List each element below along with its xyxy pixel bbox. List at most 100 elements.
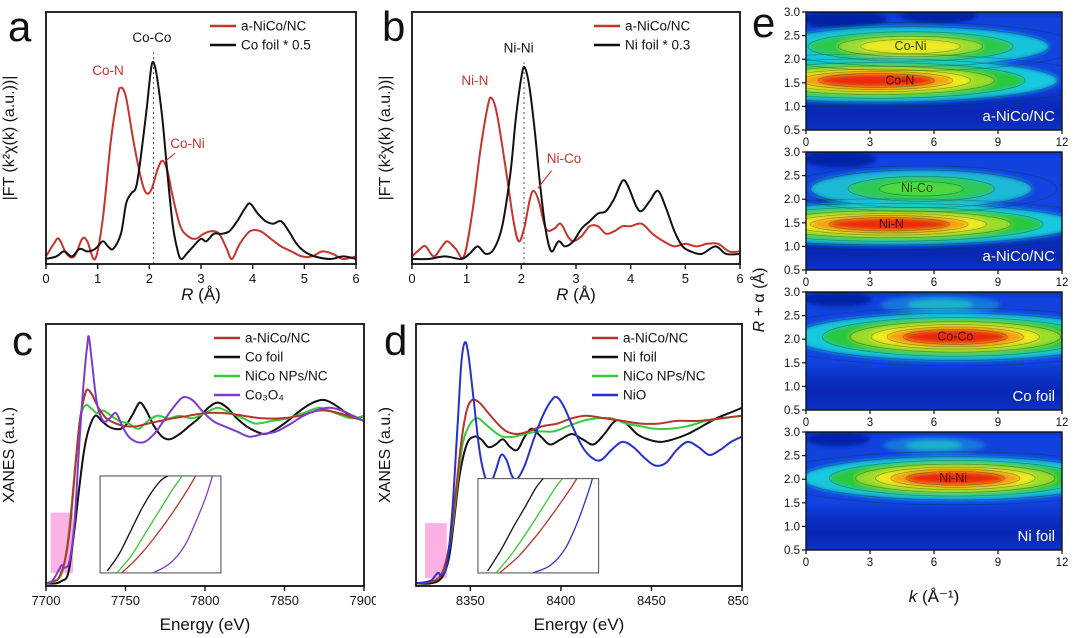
- inset-series-nico-nps-nc: [116, 475, 183, 573]
- series-co-foil-0-5: [46, 60, 356, 261]
- series-group: [412, 66, 740, 261]
- series-a-nico-nc: [416, 398, 742, 585]
- map-y-tick-label: 1.5: [784, 358, 800, 370]
- map-x-tick-label: 0: [803, 137, 809, 149]
- map-y-tick-label: 2.5: [784, 171, 800, 183]
- map-y-tick-label: 2.5: [784, 31, 800, 43]
- map-y-tick-label: 2.0: [784, 54, 800, 66]
- map-x-tick-label: 3: [867, 417, 873, 429]
- wavelet-map-0: Co-Ni Co-N a-NiCo/NC: [806, 12, 1062, 130]
- map-y-tick-label: 3.0: [784, 287, 800, 299]
- map-sample-label: Ni foil: [1017, 528, 1055, 545]
- blob-fills: [806, 432, 1062, 500]
- legend-label: a-NiCo/NC: [623, 331, 689, 346]
- chart-e-svg: Co-Ni Co-N a-NiCo/NC 0 3 6 9 12 3.0 2.5 2.0 1.5 1.0 0…: [749, 7, 1068, 606]
- series-co-foil: [46, 398, 364, 585]
- peak-annotation: Co-Ni: [170, 136, 205, 151]
- x-tick-label: 1: [463, 271, 470, 286]
- x-tick-label: 7750: [111, 593, 140, 608]
- inset-series-ni-foil: [487, 478, 544, 572]
- blob-fills: [806, 12, 1058, 103]
- legend-label: Co₃O₄: [245, 388, 284, 403]
- peak-annotation: Ni-Ni: [504, 40, 534, 55]
- wavelet-map-2: Co-Co Co foil: [806, 292, 1062, 410]
- x-axis-label: R (Å): [181, 285, 221, 304]
- chart-a-exafs-co: 0 1 2 3 4 5 6 R (Å) |FT (k²χ(k) (a.u.))| a-NiCo/N…: [0, 0, 376, 308]
- inset-series-a-nico-nc: [121, 475, 197, 573]
- x-tick-label: 5: [682, 271, 689, 286]
- inset-series-a-nico-nc: [499, 478, 578, 573]
- x-tick-label: 3: [197, 271, 204, 286]
- map-y-tick-label: 0.5: [784, 545, 800, 557]
- panel-letter-a: a: [8, 3, 32, 50]
- chart-b-exafs-ni: 0 1 2 3 4 5 6 R (Å) |FT (k²χ(k) (a.u.))| a-NiCo/N…: [376, 0, 748, 308]
- map-x-tick-label: 3: [867, 557, 873, 569]
- annotation-leader: [165, 152, 176, 162]
- y-axis-label: |FT (k²χ(k) (a.u.))|: [1, 76, 18, 201]
- map-y-tick-label: 3.0: [784, 147, 800, 159]
- map-x-tick-label: 9: [995, 417, 1001, 429]
- legend-label: Co foil * 0.5: [241, 38, 311, 53]
- map-y-tick-label: 2.0: [784, 334, 800, 346]
- x-tick-label: 2: [518, 271, 525, 286]
- blob-label: Ni-Co: [901, 181, 933, 195]
- x-tick-label: 6: [352, 271, 359, 286]
- series-group: [416, 341, 742, 585]
- series-group: [46, 60, 356, 261]
- inset-series-co-foil: [106, 475, 169, 572]
- contour-lines: [806, 21, 1062, 108]
- inset-box: [477, 477, 600, 574]
- chart-d-xanes-ni: 8350 8400 8450 8500 Energy (eV) XANES (a.u.) a…: [376, 310, 756, 638]
- map-y-tick-label: 0.5: [784, 125, 800, 137]
- legend-label: Ni foil * 0.3: [625, 38, 690, 53]
- map-y-tick-label: 2.5: [784, 451, 800, 463]
- map-x-tick-label: 0: [803, 277, 809, 289]
- map-sample-label: a-NiCo/NC: [982, 248, 1055, 265]
- x-axis-label: Energy (eV): [160, 615, 251, 634]
- blob-fills: [806, 292, 1062, 361]
- x-tick-label: 1: [94, 271, 101, 286]
- chart-d-svg: 8350 8400 8450 8500 Energy (eV) XANES (a.u.) a…: [377, 323, 756, 634]
- map-y-tick-label: 1.5: [784, 78, 800, 90]
- panel-letter-e: e: [752, 0, 776, 46]
- x-tick-label: 7700: [32, 593, 61, 608]
- legend-label: a-NiCo/NC: [241, 19, 307, 34]
- series-co-o-: [46, 335, 364, 585]
- contour-lines: [806, 165, 1062, 250]
- contour-lines: [806, 307, 1062, 366]
- map-y-tick-label: 0.5: [784, 405, 800, 417]
- chart-c-xanes-co: 7700 7750 7800 7850 7900 Energy (eV) XANES (a.…: [0, 310, 378, 638]
- peak-annotation: Ni-Co: [547, 151, 582, 166]
- x-axis-label: Energy (eV): [534, 615, 625, 634]
- maps-x-axis-label: k (Å⁻¹): [909, 587, 960, 606]
- panel-letter-b: b: [382, 3, 406, 50]
- inset-series-nico-nps-nc: [495, 478, 563, 573]
- chart-c-svg: 7700 7750 7800 7850 7900 Energy (eV) XANES (a.…: [1, 323, 378, 634]
- y-axis-label: XANES (a.u.): [1, 407, 18, 503]
- legend-label: NiCo NPs/NC: [245, 369, 328, 384]
- map-x-tick-label: 6: [931, 557, 937, 569]
- series-a-nico-nc: [412, 96, 740, 260]
- x-tick-label: 0: [42, 271, 49, 286]
- series-group: [46, 335, 364, 585]
- map-y-tick-label: 3.0: [784, 7, 800, 19]
- blob-label: Co-Ni: [895, 39, 927, 53]
- contour-lines: [806, 451, 1062, 506]
- x-tick-label: 4: [627, 271, 634, 286]
- wavelet-map-3: Ni-Ni Ni foil: [806, 432, 1062, 550]
- x-tick-label: 6: [736, 271, 743, 286]
- legend-label: NiCo NPs/NC: [623, 369, 706, 384]
- series-ni-foil: [416, 406, 742, 585]
- legend-label: Co foil: [245, 350, 283, 365]
- inset-series-group: [487, 478, 594, 573]
- map-x-tick-label: 0: [803, 557, 809, 569]
- map-y-tick-label: 2.0: [784, 474, 800, 486]
- peak-annotation: Co-Co: [132, 30, 171, 45]
- map-y-tick-label: 1.0: [784, 101, 800, 113]
- plot-frame: [415, 323, 743, 587]
- blob-fills: [806, 152, 1062, 245]
- series-a-nico-nc: [46, 86, 356, 261]
- map-y-tick-label: 3.0: [784, 427, 800, 439]
- map-x-tick-label: 6: [931, 277, 937, 289]
